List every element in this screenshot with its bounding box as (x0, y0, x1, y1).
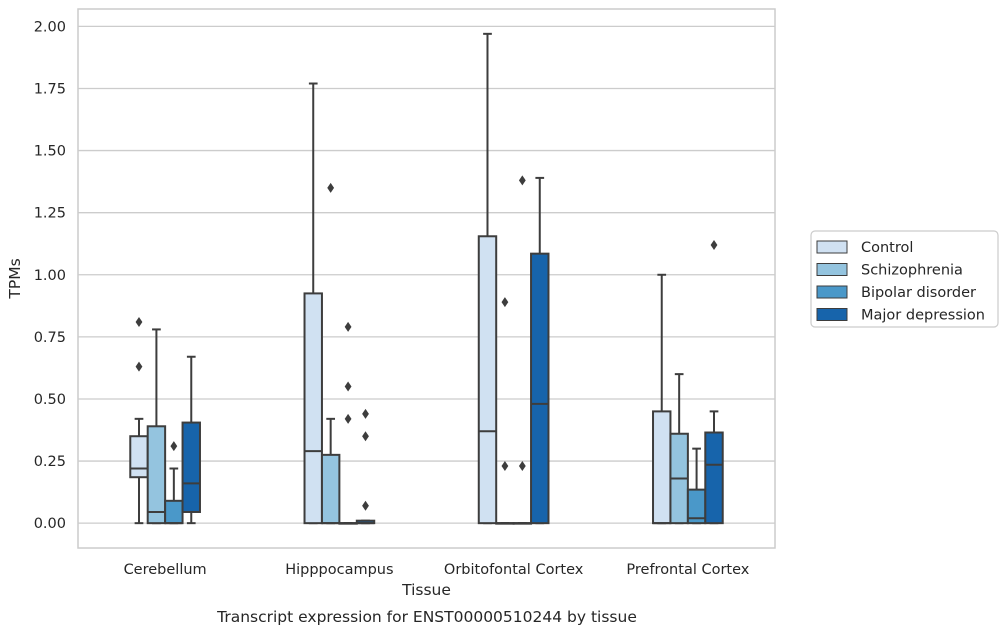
legend-frame (810, 230, 999, 328)
outlier-point-0 (170, 441, 178, 452)
legend-swatch-0 (816, 240, 848, 254)
box-3-3 (704, 239, 724, 525)
box-0-0 (129, 316, 149, 525)
box-body (320, 453, 341, 525)
outlier-point-0 (135, 361, 143, 372)
y-tick-label-5: 1.25 (34, 206, 66, 222)
y-tick-label-8: 2.00 (34, 19, 66, 35)
box-2-3 (530, 176, 550, 525)
box-1-3 (355, 408, 376, 525)
outlier-point-0 (362, 500, 369, 511)
outlier-point-0 (501, 461, 509, 472)
outlier-point-2 (362, 408, 369, 419)
outlier-point-0 (710, 239, 718, 250)
outlier-point-0 (344, 413, 352, 424)
x-tick-label-0: Cerebellum (124, 562, 207, 578)
outlier-point-1 (135, 316, 143, 327)
y-tick-label-0: 0.00 (34, 516, 66, 532)
outlier-point-1 (518, 175, 526, 186)
x-tick-label-1: Hipppocampus (285, 562, 393, 578)
legend-label-2: Bipolar disorder (861, 285, 976, 301)
y-tick-label-7: 1.75 (34, 81, 66, 97)
y-tick-label-2: 0.50 (34, 392, 66, 408)
outlier-point-2 (344, 321, 352, 332)
box-3-1 (669, 373, 689, 525)
legend-swatch-2 (816, 285, 848, 299)
box-3-2 (686, 447, 707, 525)
box-2-1 (495, 297, 515, 525)
x-tick-label-3: Prefrontal Cortex (626, 562, 749, 578)
box-plot-area (129, 32, 724, 525)
outlier-point-1 (362, 431, 369, 442)
plot-frame (77, 8, 776, 549)
box-1-1 (320, 182, 341, 525)
x-axis-ticks: Cerebellum Hipppocampus Orbitofontal Corte… (124, 562, 750, 578)
legend-swatch-1 (816, 263, 848, 276)
y-axis-title: TPMs (6, 258, 24, 299)
box-body (530, 252, 550, 525)
outlier-point-1 (501, 297, 509, 308)
box-0-2 (164, 441, 184, 525)
y-tick-label-6: 1.50 (34, 144, 66, 160)
outlier-point-0 (327, 182, 335, 193)
x-tick-label-2: Orbitofontal Cortex (444, 562, 584, 578)
legend-swatch-3 (816, 308, 848, 321)
outlier-point-1 (344, 381, 352, 392)
box-0-1 (146, 328, 167, 525)
y-tick-label-4: 1.00 (34, 268, 66, 284)
x-axis-title: Tissue (401, 581, 451, 599)
chart-caption: Transcript expression for ENST0000051024… (216, 608, 637, 626)
box-body (652, 410, 672, 525)
y-tick-label-1: 0.25 (34, 454, 66, 470)
box-1-0 (303, 82, 323, 525)
box-body (164, 499, 184, 525)
box-body (704, 431, 724, 525)
box-2-0 (477, 32, 498, 525)
box-body (303, 292, 323, 525)
box-1-2 (338, 321, 358, 525)
legend: Control Schizophrenia Bipolar disorder Majo… (810, 230, 999, 328)
box-body (477, 235, 498, 525)
box-body (146, 425, 167, 525)
box-body (181, 421, 201, 513)
box-body (129, 435, 149, 479)
outlier-point-0 (518, 461, 526, 472)
legend-label-3: Major depression (861, 308, 985, 324)
legend-label-1: Schizophrenia (861, 263, 963, 279)
box-2-2 (512, 175, 533, 525)
legend-label-0: Control (861, 240, 913, 256)
y-axis-ticks: 0.00 0.25 0.50 0.75 1.00 1.25 1.50 1.75 2.00 (34, 19, 66, 532)
y-tick-label-3: 0.75 (34, 330, 66, 346)
box-0-3 (181, 355, 201, 525)
